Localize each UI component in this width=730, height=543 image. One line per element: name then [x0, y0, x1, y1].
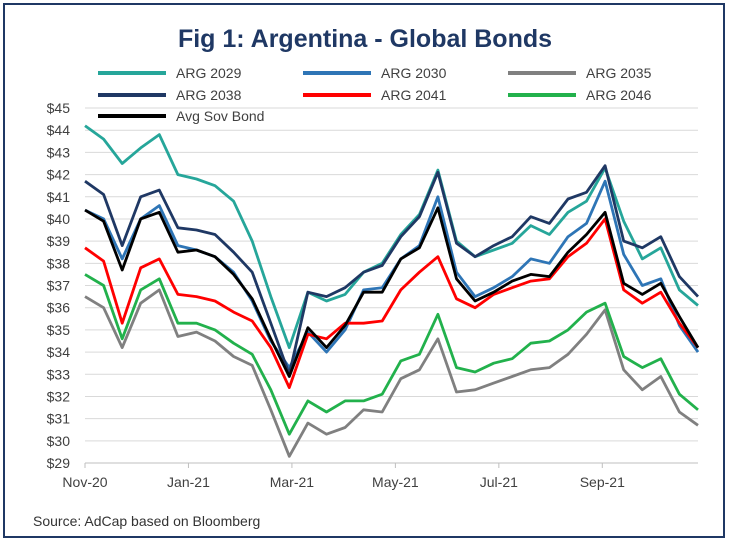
- y-tick-label: $43: [47, 144, 71, 160]
- y-tick-label: $35: [47, 322, 71, 338]
- x-tick-label: Jan-21: [167, 474, 210, 490]
- source-note: Source: AdCap based on Bloomberg: [33, 513, 261, 529]
- legend-label: ARG 2046: [586, 87, 652, 103]
- y-tick-label: $41: [47, 189, 71, 205]
- y-tick-label: $31: [47, 411, 71, 427]
- y-tick-label: $45: [47, 100, 71, 116]
- x-axis-ticks: Nov-20 Jan-21 Mar-21 May-21 Jul-21 Sep-21: [62, 463, 625, 490]
- series-line-avg-sov-bond: [84, 206, 700, 378]
- legend-label: ARG 2029: [176, 65, 242, 81]
- y-tick-label: $30: [47, 433, 71, 449]
- legend-label: ARG 2035: [586, 65, 652, 81]
- legend-label: ARG 2041: [381, 87, 447, 103]
- y-tick-label: $39: [47, 233, 71, 249]
- series-line-arg-2035: [84, 288, 699, 458]
- legend-label: ARG 2038: [176, 87, 242, 103]
- x-tick-label: Nov-20: [62, 474, 107, 490]
- y-tick-label: $36: [47, 300, 71, 316]
- x-tick-label: Jul-21: [480, 474, 518, 490]
- y-tick-label: $42: [47, 167, 71, 183]
- series-line-arg-2038: [84, 164, 700, 376]
- chart-title: Fig 1: Argentina - Global Bonds: [177, 25, 553, 53]
- y-tick-label: $44: [47, 122, 71, 138]
- y-tick-label: $32: [47, 388, 71, 404]
- legend-label: ARG 2030: [381, 65, 447, 81]
- series-line-arg-2046: [84, 273, 699, 436]
- x-tick-label: Mar-21: [270, 474, 315, 490]
- y-tick-label: $40: [47, 211, 71, 227]
- series-lines: [84, 124, 700, 458]
- y-tick-label: $29: [47, 455, 71, 471]
- series-line-arg-2041: [84, 217, 700, 390]
- y-axis-ticks: $29 $30 $31 $32 $33 $34 $35 $36 $37 $38 $39 $40 $41 $…: [47, 100, 71, 471]
- y-tick-label: $33: [47, 366, 71, 382]
- legend: ARG 2029 ARG 2030 ARG 2035 ARG 2038 ARG 2041…: [98, 65, 652, 124]
- y-tick-label: $34: [47, 344, 71, 360]
- legend-label: Avg Sov Bond: [176, 108, 264, 124]
- x-tick-label: May-21: [372, 474, 419, 490]
- y-tick-label: $37: [47, 278, 71, 294]
- x-tick-label: Sep-21: [580, 474, 625, 490]
- y-tick-label: $38: [47, 255, 71, 271]
